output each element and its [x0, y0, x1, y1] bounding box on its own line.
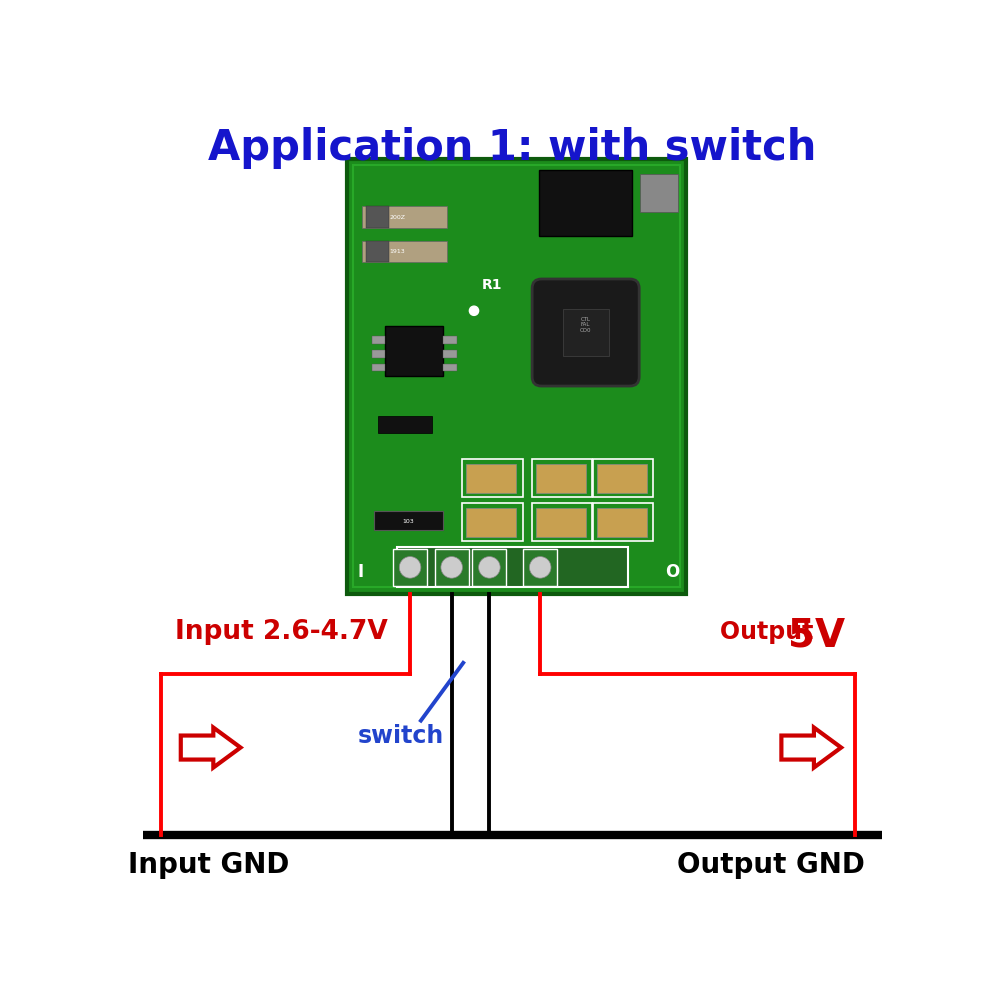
Bar — [466, 464, 516, 493]
Text: 103: 103 — [403, 519, 414, 524]
Bar — [347, 158, 686, 594]
Bar — [378, 416, 432, 433]
Bar — [353, 165, 680, 587]
Bar — [385, 326, 443, 376]
Bar — [372, 350, 385, 358]
Bar — [532, 503, 592, 541]
Bar — [593, 459, 653, 497]
Bar — [523, 549, 557, 586]
Bar — [539, 170, 632, 235]
Bar — [374, 511, 443, 530]
Circle shape — [479, 557, 500, 578]
Text: 5V: 5V — [788, 617, 845, 655]
Text: Input 2.6-4.7V: Input 2.6-4.7V — [175, 619, 388, 645]
Bar — [393, 549, 427, 586]
Circle shape — [399, 557, 421, 578]
Bar — [443, 336, 457, 344]
Bar — [472, 549, 506, 586]
Bar — [640, 174, 678, 212]
Bar — [563, 309, 609, 356]
Text: CTL
FAL
CO0: CTL FAL CO0 — [580, 317, 591, 333]
Bar — [443, 364, 457, 371]
Bar — [372, 364, 385, 371]
Text: O: O — [665, 563, 679, 581]
Bar — [372, 336, 385, 344]
Bar — [362, 241, 447, 262]
Text: 200Z: 200Z — [389, 215, 405, 220]
Circle shape — [529, 557, 551, 578]
Text: Output GND: Output GND — [677, 851, 864, 879]
Circle shape — [441, 557, 462, 578]
Bar — [366, 241, 389, 262]
Bar — [597, 464, 647, 493]
Text: I: I — [358, 563, 364, 581]
Bar — [536, 464, 586, 493]
Bar — [536, 508, 586, 537]
Text: Output: Output — [720, 620, 822, 644]
Bar — [443, 350, 457, 358]
Bar — [462, 459, 523, 497]
Text: Input GND: Input GND — [128, 851, 289, 879]
Text: R1: R1 — [482, 278, 502, 292]
Bar — [362, 206, 447, 228]
Bar — [593, 503, 653, 541]
Circle shape — [469, 306, 479, 315]
FancyBboxPatch shape — [532, 279, 639, 386]
Text: 1913: 1913 — [389, 249, 405, 254]
Bar — [366, 206, 389, 228]
Bar — [435, 549, 469, 586]
Text: Application 1: with switch: Application 1: with switch — [208, 127, 817, 169]
Bar — [532, 459, 592, 497]
Bar — [462, 503, 523, 541]
Bar — [466, 508, 516, 537]
Text: switch: switch — [358, 724, 444, 748]
Bar — [597, 508, 647, 537]
Bar — [397, 547, 628, 587]
